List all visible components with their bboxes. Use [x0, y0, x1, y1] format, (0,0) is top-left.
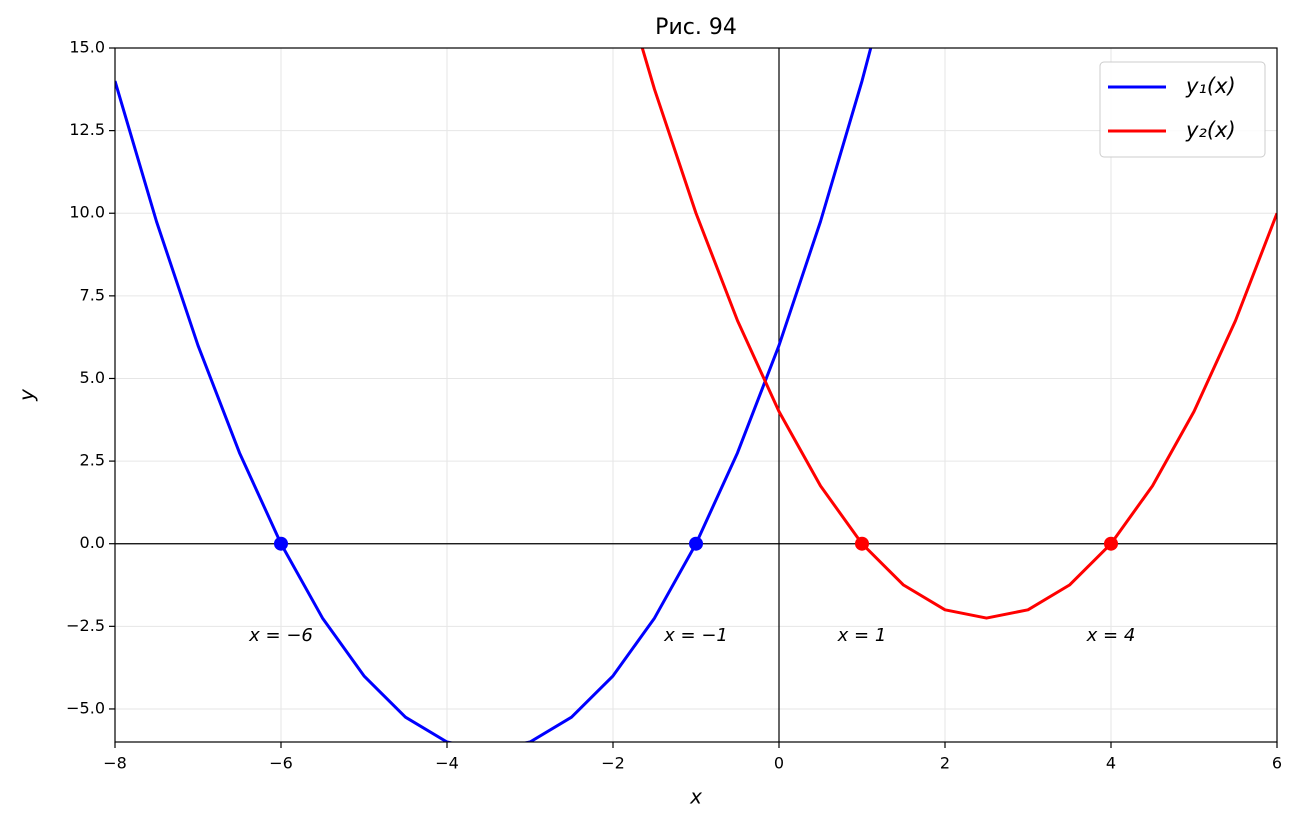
y-tick-label: 2.5: [80, 451, 105, 470]
y-axis-label: y: [15, 388, 39, 402]
y-tick-label: 7.5: [80, 285, 105, 304]
legend-box: [1099, 61, 1266, 158]
root-annotation: x = 1: [837, 625, 887, 646]
legend-label: y₂(x): [1185, 118, 1236, 142]
plot-area: x = −6 x = −1 x = 1 x = 4: [115, 48, 1277, 742]
series-line: [115, 48, 873, 742]
y-tick-label: 15.0: [69, 38, 105, 57]
x-axis-label: x: [689, 785, 702, 809]
root-marker: [1104, 536, 1118, 551]
x-tick-label: 6: [1272, 754, 1282, 773]
root-annotation: x = 4: [1086, 625, 1136, 646]
root-marker: [689, 536, 703, 551]
legend-label: y₁(x): [1185, 74, 1236, 98]
x-tick-label: −2: [601, 754, 625, 773]
x-tick-label: −6: [269, 754, 293, 773]
root-marker: [855, 536, 869, 551]
chart-title: Рис. 94: [655, 15, 737, 40]
y-tick-label: 0.0: [80, 533, 105, 552]
plot-frame: [114, 47, 1278, 743]
y-tick-label: −2.5: [66, 616, 105, 635]
series-line: [640, 48, 1277, 620]
y-tick-label: 12.5: [69, 120, 105, 139]
y-tick-label: −5.0: [66, 698, 105, 717]
x-tick-label: 4: [1106, 754, 1116, 773]
root-annotation: x = −1: [663, 625, 728, 646]
x-tick-label: 2: [940, 754, 950, 773]
ticks: −8 −6 −4 −2 0 2 4 6 −5.0 −2.5 0.0 2.5 5.0 7.5 10.0 12.5…: [66, 38, 1282, 773]
x-tick-label: 0: [774, 754, 784, 773]
x-tick-label: −8: [103, 754, 127, 773]
y-tick-label: 5.0: [80, 368, 105, 387]
y-tick-label: 10.0: [69, 203, 105, 222]
x-tick-label: −4: [435, 754, 459, 773]
root-marker: [274, 536, 288, 551]
legend: y₁(x) y₂(x): [1099, 61, 1266, 158]
root-annotation: x = −6: [248, 625, 313, 646]
